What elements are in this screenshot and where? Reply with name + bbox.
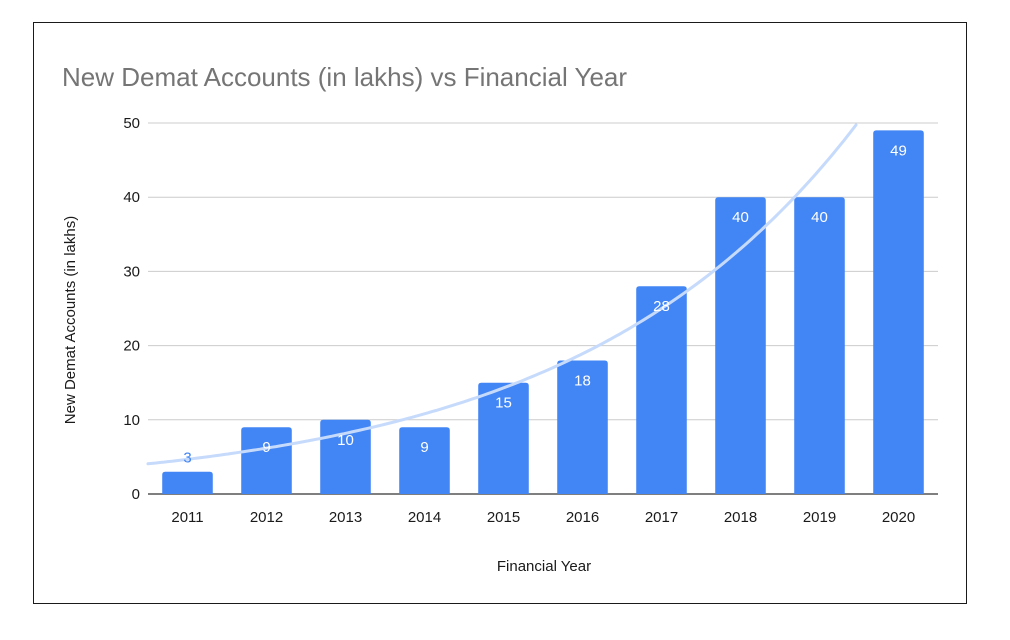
chart-title: New Demat Accounts (in lakhs) vs Financi…	[62, 62, 627, 92]
y-axis-title: New Demat Accounts (in lakhs)	[62, 216, 79, 424]
bar	[162, 471, 213, 494]
bar	[320, 419, 371, 494]
y-tick-label: 10	[123, 412, 140, 429]
y-tick-label: 30	[123, 263, 140, 280]
x-tick-label: 2013	[329, 509, 362, 526]
x-tick-label: 2015	[487, 509, 520, 526]
bar	[794, 197, 845, 494]
bar	[241, 427, 292, 494]
data-label: 3	[183, 450, 191, 467]
y-tick-label: 50	[123, 115, 140, 132]
data-label: 9	[420, 439, 428, 456]
data-labels: 3 9 10 9 15 18 28 40 40 49	[183, 142, 907, 466]
y-tick-label: 20	[123, 338, 140, 355]
x-tick-labels: 2011 2012 2013 2014 2015 2016 2017 2018 2019 2020	[171, 509, 915, 526]
x-tick-label: 2011	[171, 509, 203, 526]
data-label: 40	[732, 209, 749, 226]
x-tick-label: 2017	[645, 509, 678, 526]
trendline	[146, 123, 858, 466]
x-tick-label: 2020	[882, 509, 915, 526]
bars	[162, 130, 924, 495]
data-label: 18	[574, 372, 591, 389]
bar	[557, 360, 608, 494]
x-axis-title: Financial Year	[497, 558, 591, 575]
bar	[873, 130, 924, 495]
bar	[478, 382, 529, 494]
data-label: 28	[653, 298, 670, 315]
y-tick-labels: 0 10 20 30 40 50	[123, 115, 140, 503]
data-label: 49	[890, 142, 907, 159]
bar	[636, 286, 687, 494]
data-label: 40	[811, 209, 828, 226]
bar	[399, 427, 450, 494]
bar	[715, 197, 766, 494]
x-tick-label: 2014	[408, 509, 441, 526]
x-tick-label: 2016	[566, 509, 599, 526]
x-tick-label: 2018	[724, 509, 757, 526]
data-label: 9	[262, 439, 270, 456]
data-label: 10	[337, 432, 354, 449]
x-tick-label: 2019	[803, 509, 836, 526]
x-tick-label: 2012	[250, 509, 283, 526]
y-tick-label: 0	[132, 486, 140, 503]
trendline-path	[146, 123, 858, 466]
data-label: 15	[495, 395, 512, 412]
y-tick-label: 40	[123, 189, 140, 206]
